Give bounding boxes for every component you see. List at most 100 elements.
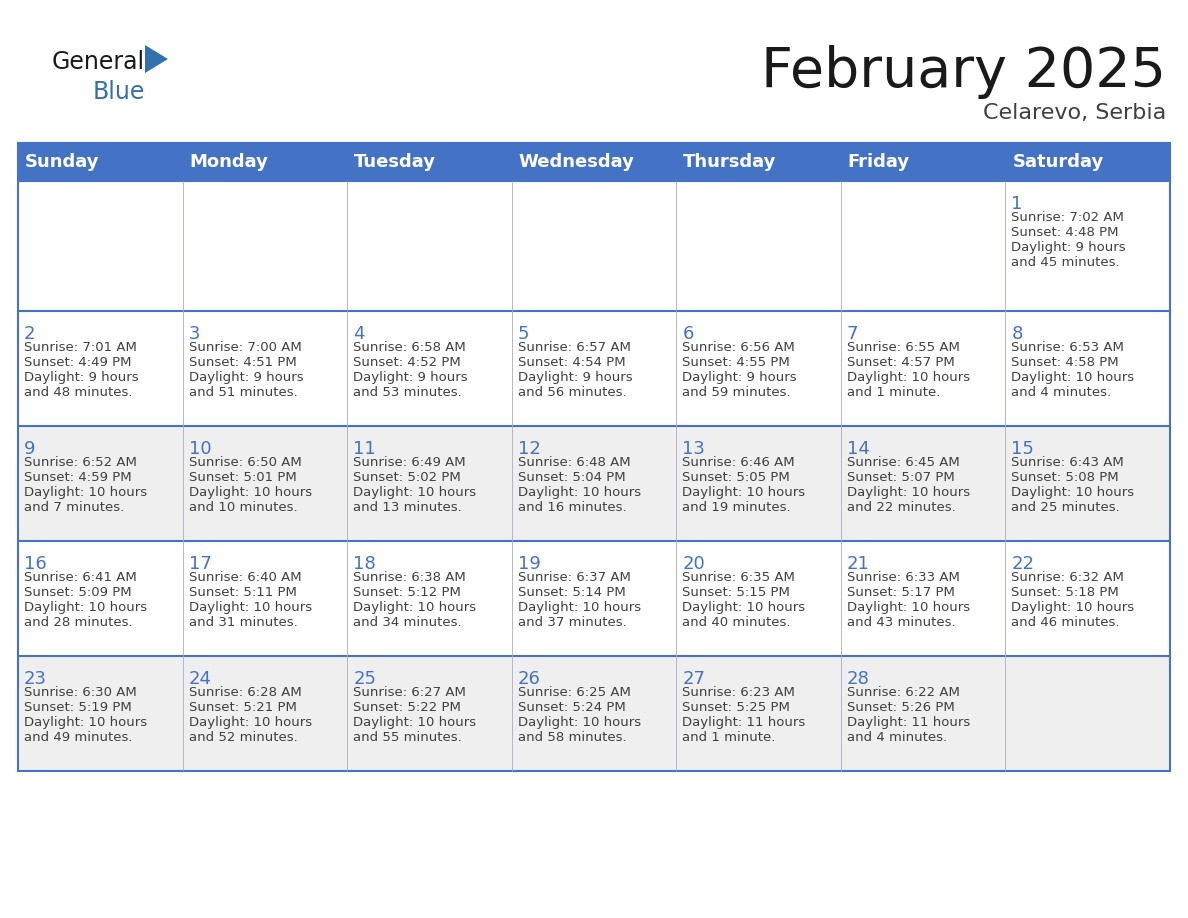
Text: and 1 minute.: and 1 minute. — [682, 731, 776, 744]
Text: and 49 minutes.: and 49 minutes. — [24, 731, 133, 744]
Text: 6: 6 — [682, 325, 694, 343]
Text: Sunset: 5:22 PM: Sunset: 5:22 PM — [353, 701, 461, 714]
Text: and 40 minutes.: and 40 minutes. — [682, 616, 791, 629]
Bar — [183, 311, 347, 426]
Text: Sunset: 4:54 PM: Sunset: 4:54 PM — [518, 356, 625, 369]
Bar — [512, 541, 676, 656]
Text: 7: 7 — [847, 325, 859, 343]
Text: Sunset: 4:52 PM: Sunset: 4:52 PM — [353, 356, 461, 369]
Text: Sunset: 5:19 PM: Sunset: 5:19 PM — [24, 701, 132, 714]
Text: and 7 minutes.: and 7 minutes. — [24, 501, 125, 514]
Text: Sunset: 5:24 PM: Sunset: 5:24 PM — [518, 701, 625, 714]
Text: 1: 1 — [1011, 195, 1023, 213]
Bar — [676, 426, 841, 541]
Text: Daylight: 10 hours: Daylight: 10 hours — [353, 601, 476, 614]
Bar — [676, 181, 841, 311]
Text: Sunrise: 6:23 AM: Sunrise: 6:23 AM — [682, 686, 795, 699]
Text: Sunset: 5:17 PM: Sunset: 5:17 PM — [847, 586, 955, 599]
Text: 11: 11 — [353, 440, 375, 458]
Text: Sunset: 5:01 PM: Sunset: 5:01 PM — [189, 471, 296, 484]
Text: 26: 26 — [518, 670, 541, 688]
Text: Friday: Friday — [848, 153, 910, 171]
Text: Sunrise: 6:48 AM: Sunrise: 6:48 AM — [518, 456, 631, 469]
Text: Sunset: 5:02 PM: Sunset: 5:02 PM — [353, 471, 461, 484]
Text: Daylight: 10 hours: Daylight: 10 hours — [189, 716, 311, 729]
Text: February 2025: February 2025 — [762, 45, 1165, 99]
Bar — [841, 181, 1005, 311]
Text: Daylight: 10 hours: Daylight: 10 hours — [682, 601, 805, 614]
Text: Daylight: 9 hours: Daylight: 9 hours — [682, 371, 797, 384]
Text: 24: 24 — [189, 670, 211, 688]
Text: Daylight: 11 hours: Daylight: 11 hours — [682, 716, 805, 729]
Text: Sunset: 5:25 PM: Sunset: 5:25 PM — [682, 701, 790, 714]
Bar — [841, 426, 1005, 541]
Text: 28: 28 — [847, 670, 870, 688]
Text: Daylight: 10 hours: Daylight: 10 hours — [847, 601, 969, 614]
Text: 15: 15 — [1011, 440, 1035, 458]
Text: Sunset: 5:09 PM: Sunset: 5:09 PM — [24, 586, 132, 599]
Text: Sunset: 5:12 PM: Sunset: 5:12 PM — [353, 586, 461, 599]
Text: Sunrise: 7:00 AM: Sunrise: 7:00 AM — [189, 341, 302, 354]
Bar — [347, 143, 512, 181]
Bar — [347, 311, 512, 426]
Text: Sunset: 4:51 PM: Sunset: 4:51 PM — [189, 356, 296, 369]
Text: Daylight: 9 hours: Daylight: 9 hours — [1011, 241, 1126, 254]
Bar — [1005, 426, 1170, 541]
Text: and 34 minutes.: and 34 minutes. — [353, 616, 462, 629]
Text: Sunset: 4:59 PM: Sunset: 4:59 PM — [24, 471, 132, 484]
Text: Sunset: 4:49 PM: Sunset: 4:49 PM — [24, 356, 132, 369]
Text: Sunset: 4:48 PM: Sunset: 4:48 PM — [1011, 226, 1119, 239]
Text: 13: 13 — [682, 440, 706, 458]
Text: Sunrise: 6:50 AM: Sunrise: 6:50 AM — [189, 456, 302, 469]
Text: Sunrise: 6:46 AM: Sunrise: 6:46 AM — [682, 456, 795, 469]
Bar — [1005, 143, 1170, 181]
Text: Sunset: 5:07 PM: Sunset: 5:07 PM — [847, 471, 955, 484]
Text: Daylight: 11 hours: Daylight: 11 hours — [847, 716, 971, 729]
Text: Saturday: Saturday — [1012, 153, 1104, 171]
Text: Sunday: Sunday — [25, 153, 100, 171]
Bar — [347, 181, 512, 311]
Text: Daylight: 10 hours: Daylight: 10 hours — [518, 716, 640, 729]
Text: Sunrise: 6:55 AM: Sunrise: 6:55 AM — [847, 341, 960, 354]
Text: Thursday: Thursday — [683, 153, 777, 171]
Text: Daylight: 9 hours: Daylight: 9 hours — [189, 371, 303, 384]
Text: 19: 19 — [518, 555, 541, 573]
Bar — [676, 143, 841, 181]
Text: Daylight: 10 hours: Daylight: 10 hours — [189, 486, 311, 499]
Text: Sunset: 5:05 PM: Sunset: 5:05 PM — [682, 471, 790, 484]
Text: Daylight: 9 hours: Daylight: 9 hours — [353, 371, 468, 384]
Text: and 43 minutes.: and 43 minutes. — [847, 616, 955, 629]
Bar — [347, 656, 512, 771]
Text: 27: 27 — [682, 670, 706, 688]
Text: Sunset: 4:57 PM: Sunset: 4:57 PM — [847, 356, 955, 369]
Text: 9: 9 — [24, 440, 36, 458]
Bar — [18, 541, 183, 656]
Text: and 16 minutes.: and 16 minutes. — [518, 501, 626, 514]
Text: Blue: Blue — [93, 80, 145, 104]
Text: Daylight: 10 hours: Daylight: 10 hours — [1011, 486, 1135, 499]
Text: 21: 21 — [847, 555, 870, 573]
Bar — [18, 181, 183, 311]
Text: and 53 minutes.: and 53 minutes. — [353, 386, 462, 399]
Bar — [18, 656, 183, 771]
Text: Daylight: 10 hours: Daylight: 10 hours — [353, 486, 476, 499]
Text: and 28 minutes.: and 28 minutes. — [24, 616, 133, 629]
Text: 17: 17 — [189, 555, 211, 573]
Bar — [512, 426, 676, 541]
Text: Sunrise: 6:56 AM: Sunrise: 6:56 AM — [682, 341, 795, 354]
Text: 5: 5 — [518, 325, 529, 343]
Text: and 22 minutes.: and 22 minutes. — [847, 501, 955, 514]
Text: Daylight: 10 hours: Daylight: 10 hours — [24, 716, 147, 729]
Text: Sunrise: 6:28 AM: Sunrise: 6:28 AM — [189, 686, 302, 699]
Text: and 45 minutes.: and 45 minutes. — [1011, 256, 1120, 269]
Text: 10: 10 — [189, 440, 211, 458]
Text: Sunrise: 6:22 AM: Sunrise: 6:22 AM — [847, 686, 960, 699]
Text: Sunrise: 6:32 AM: Sunrise: 6:32 AM — [1011, 571, 1124, 584]
Text: and 13 minutes.: and 13 minutes. — [353, 501, 462, 514]
Text: and 48 minutes.: and 48 minutes. — [24, 386, 133, 399]
Text: Sunrise: 6:37 AM: Sunrise: 6:37 AM — [518, 571, 631, 584]
Text: Sunset: 5:11 PM: Sunset: 5:11 PM — [189, 586, 297, 599]
Text: Celarevo, Serbia: Celarevo, Serbia — [982, 103, 1165, 123]
Text: 23: 23 — [24, 670, 48, 688]
Text: 22: 22 — [1011, 555, 1035, 573]
